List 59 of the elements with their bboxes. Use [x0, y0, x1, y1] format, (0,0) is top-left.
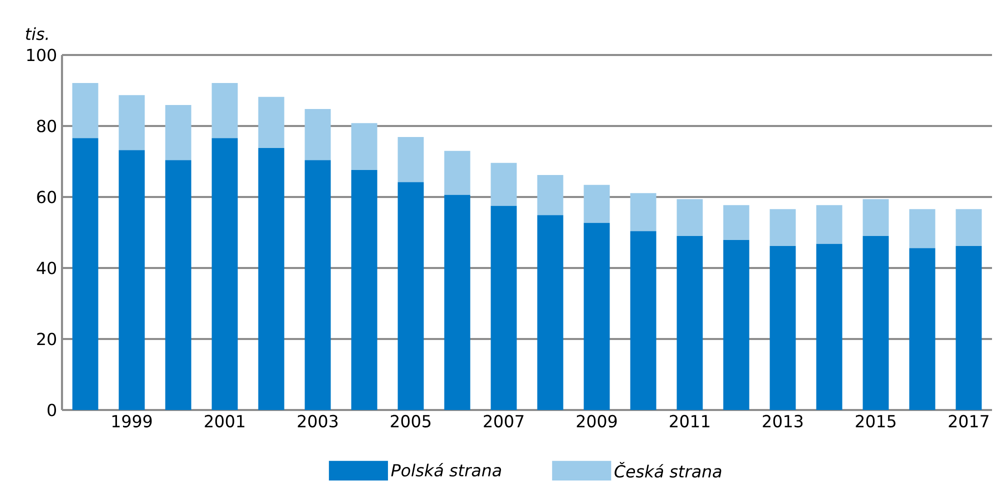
bar: [304, 160, 331, 410]
y-axis-title: tis.: [26, 27, 48, 40]
y-tick-label: 80: [37, 120, 56, 132]
bar: [398, 182, 424, 410]
bar: [304, 108, 331, 160]
x-tick-label: 2017: [948, 414, 988, 428]
bar: [444, 150, 470, 195]
bar: [862, 199, 889, 236]
legend-label: Česká strana: [614, 462, 722, 478]
x-tick-label: 2007: [484, 414, 524, 428]
bar: [676, 236, 703, 410]
bar: [956, 246, 982, 410]
y-tick-label: 40: [36, 262, 56, 274]
bar: [258, 96, 284, 148]
bar: [537, 215, 564, 410]
bar: [258, 148, 284, 410]
bar: [956, 209, 982, 246]
bar: [490, 206, 517, 410]
bar: [723, 205, 750, 240]
x-tick-label: 2011: [670, 414, 710, 428]
bar: [630, 231, 656, 410]
bar: [118, 150, 145, 410]
bar: [351, 170, 378, 410]
x-tick-label: 2003: [298, 414, 338, 428]
bar: [584, 184, 610, 223]
bar: [72, 138, 98, 410]
bar: [770, 246, 796, 410]
bar: [212, 138, 238, 410]
bar: [770, 209, 796, 246]
bar: [630, 193, 656, 232]
y-tick-label: 0: [48, 404, 56, 416]
bar: [398, 137, 424, 182]
bar: [351, 123, 378, 170]
bar: [862, 236, 889, 410]
x-tick-label: 2005: [390, 414, 430, 428]
x-tick-label: 2015: [856, 414, 896, 428]
bar: [676, 199, 703, 236]
legend-label: Polská strana: [391, 463, 501, 477]
bar: [490, 162, 517, 206]
bar: [537, 174, 564, 216]
bar: [165, 160, 192, 410]
x-tick-label: 2009: [576, 414, 617, 428]
bar: [212, 83, 238, 138]
bar: [72, 83, 98, 138]
bar: [816, 205, 842, 244]
bar: [909, 209, 936, 248]
bar: [444, 194, 470, 410]
bar: [816, 244, 842, 410]
x-tick-label: 2013: [762, 414, 803, 428]
y-tick-label: 100: [27, 48, 56, 62]
y-tick-label: 60: [37, 190, 56, 204]
bar: [584, 222, 610, 410]
y-tick-label: 20: [37, 332, 56, 346]
bar: [118, 95, 145, 150]
x-tick-label: 2001: [204, 414, 244, 428]
bar: [723, 240, 750, 410]
bar: [165, 105, 192, 160]
x-tick-label: 1999: [112, 414, 152, 428]
bar: [909, 248, 936, 410]
